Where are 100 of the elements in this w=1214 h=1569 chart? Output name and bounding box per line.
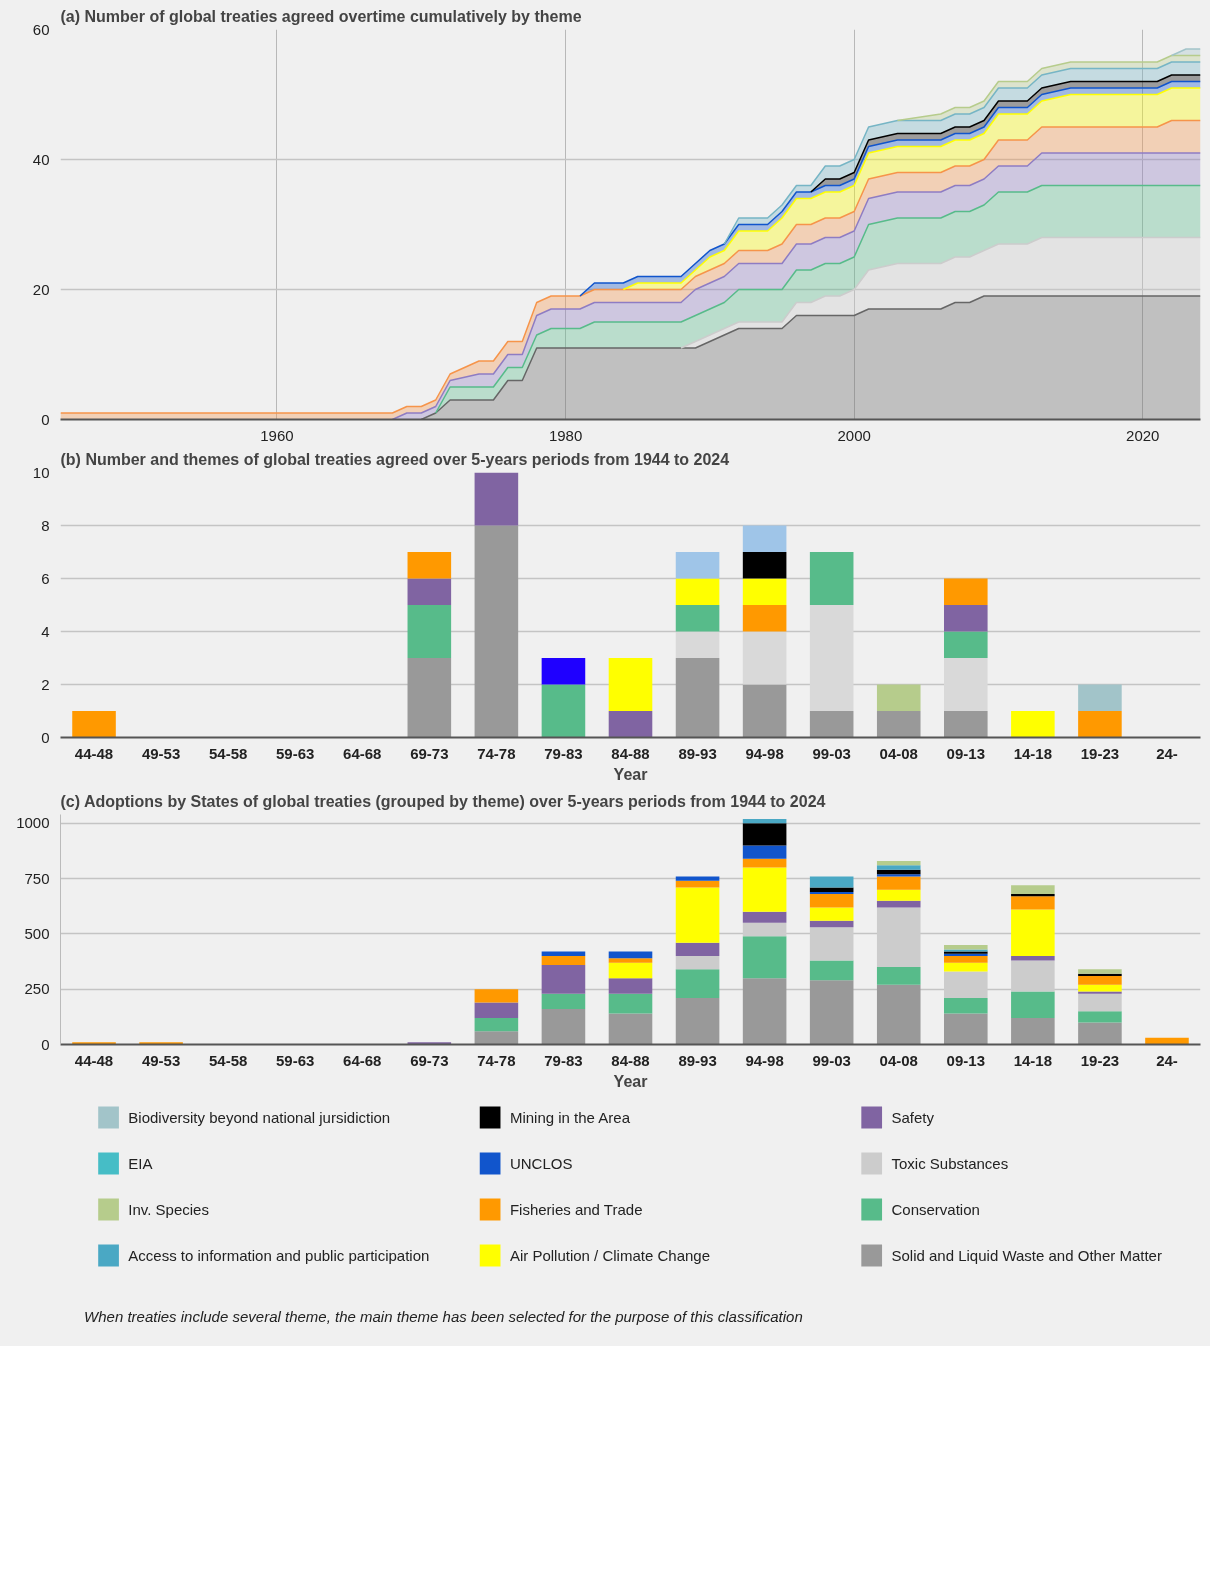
bar [742, 631, 787, 685]
x-tick-label: 09-13 [946, 744, 985, 762]
bar [876, 900, 921, 908]
bar [742, 578, 787, 605]
bar [876, 711, 921, 738]
bar [809, 980, 854, 1045]
bar [541, 684, 586, 738]
bar [944, 711, 988, 738]
bar [1011, 894, 1055, 897]
y-tick-label: 4 [41, 622, 50, 640]
x-tick-label: 54-58 [208, 1051, 248, 1069]
bar [809, 960, 854, 981]
x-tick-label: 59-63 [276, 744, 315, 762]
x-tick-label: 04-08 [879, 1051, 918, 1069]
bar [809, 891, 854, 895]
bar [608, 1013, 653, 1045]
bar [876, 874, 921, 877]
bar [675, 942, 720, 957]
bar [876, 684, 921, 711]
bar [876, 984, 921, 1045]
bar [876, 907, 921, 968]
bar [541, 1009, 586, 1045]
bar [944, 578, 988, 605]
chart-title: (c) Adoptions by States of global treaties (grouped by theme) over 5-years periods from 1944 to 2024 [60, 792, 826, 810]
x-tick-label: 89-93 [678, 744, 717, 762]
legend-label: Solid and Liquid Waste and Other Matter [891, 1247, 1162, 1264]
bar [876, 967, 921, 985]
bar [1011, 896, 1055, 910]
bar [944, 962, 988, 972]
x-tick-label: 99-03 [812, 1051, 851, 1069]
bar [541, 993, 586, 1010]
bar [675, 887, 720, 943]
bar [944, 956, 988, 963]
x-tick-label: 2020 [1126, 426, 1160, 444]
x-tick-label: 19-23 [1080, 1051, 1120, 1069]
legend-label: Access to information and public participation [128, 1247, 430, 1264]
x-tick-label: 64-68 [343, 1051, 382, 1069]
bar [742, 858, 787, 868]
legend-label: Mining in the Area [509, 1109, 631, 1126]
bar [1078, 1022, 1122, 1045]
x-tick-label: 04-08 [879, 744, 918, 762]
bar [474, 1031, 519, 1045]
bar [1011, 909, 1055, 957]
bar [474, 989, 519, 1003]
bar [944, 658, 988, 711]
y-tick-label: 250 [24, 980, 50, 998]
bar [876, 876, 921, 890]
bar [675, 552, 720, 579]
bar [541, 956, 586, 965]
x-tick-label: 59-63 [276, 1051, 315, 1069]
x-tick-label: 54-58 [208, 744, 248, 762]
y-tick-label: 0 [41, 1035, 50, 1053]
x-tick-label: 74-78 [477, 1051, 516, 1069]
bar [876, 860, 921, 866]
legend-label: Safety [891, 1109, 935, 1126]
bar [72, 1042, 116, 1045]
bar [1078, 991, 1122, 994]
bar [944, 944, 988, 950]
bar [1078, 973, 1122, 976]
x-tick-label: 69-73 [410, 744, 449, 762]
legend-label: Fisheries and Trade [509, 1201, 643, 1218]
bar [809, 887, 854, 892]
chart-title: (b) Number and themes of global treaties agreed over 5-years periods from 1944 to 2024 [60, 450, 730, 468]
bar [944, 631, 988, 658]
x-tick-label: 49-53 [141, 744, 181, 762]
bar [1078, 969, 1122, 974]
bar [742, 823, 787, 846]
bar [474, 1002, 519, 1018]
bar [608, 962, 653, 979]
bar [1078, 1011, 1122, 1023]
x-tick-label: 94-98 [745, 1051, 784, 1069]
x-tick-label: 79-83 [544, 744, 583, 762]
bar [1011, 956, 1055, 961]
legend-label: Air Pollution / Climate Change [509, 1247, 711, 1264]
x-axis-title: Year [613, 1072, 648, 1090]
bar [809, 907, 854, 921]
bar [742, 845, 787, 859]
y-tick-label: 40 [32, 150, 50, 168]
x-tick-label: 84-88 [611, 1051, 650, 1069]
text: When treaties include several theme, the main theme has been selected for the purpose of this classification [84, 1308, 803, 1325]
bar [1078, 684, 1122, 711]
bar [809, 927, 854, 961]
x-tick-label: 44-48 [74, 744, 114, 762]
x-tick-label: 24- [1156, 1051, 1178, 1069]
bar [1011, 1017, 1055, 1045]
bar [407, 552, 452, 579]
chart-title: (a) Number of global treaties agreed overtime cumulatively by theme [60, 7, 582, 25]
bar [742, 978, 787, 1045]
bar [675, 876, 720, 881]
legend-label: UNCLOS [509, 1155, 573, 1172]
bar [474, 472, 519, 526]
bar [742, 605, 787, 632]
bar [1078, 975, 1122, 985]
x-tick-label: 79-83 [544, 1051, 583, 1069]
bar [876, 865, 921, 870]
x-tick-label: 1960 [260, 426, 294, 444]
bar [608, 993, 653, 1014]
bar [675, 969, 720, 999]
bar [944, 998, 988, 1014]
bar [1011, 711, 1055, 738]
